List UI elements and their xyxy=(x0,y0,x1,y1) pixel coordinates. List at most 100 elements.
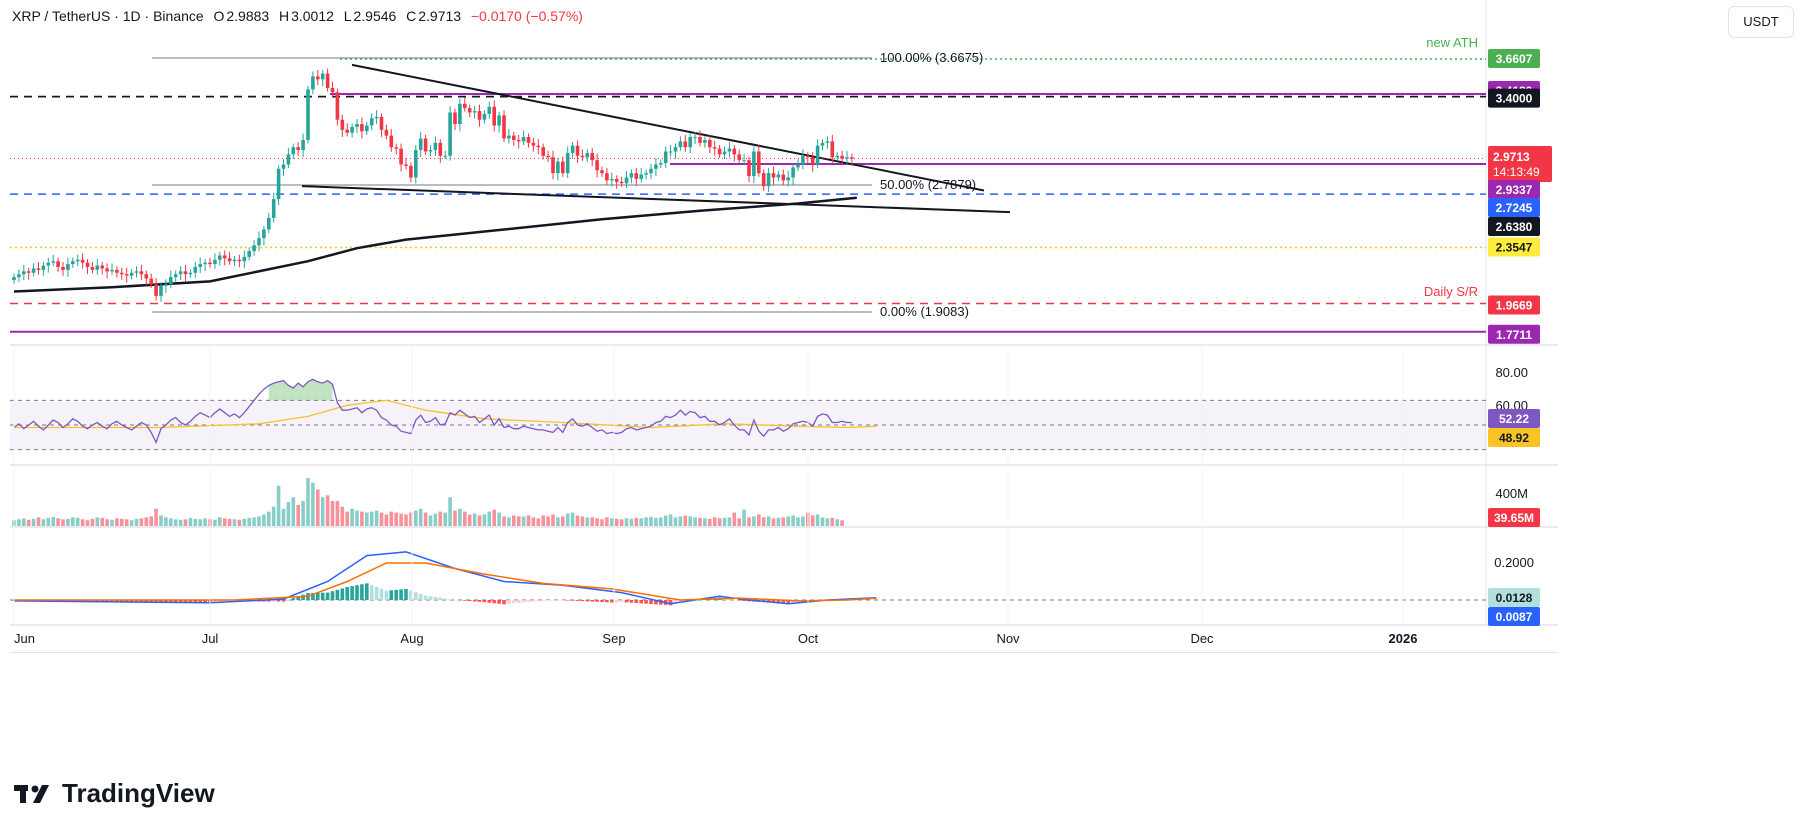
tradingview-wordmark: TradingView xyxy=(62,778,215,808)
candle-body xyxy=(232,259,237,262)
volume-bar xyxy=(521,516,526,526)
macd-histogram-bar xyxy=(467,600,472,602)
volume-bar xyxy=(703,518,707,526)
macd-histogram-bar xyxy=(668,600,673,606)
volume-bar xyxy=(487,511,492,526)
candle-body xyxy=(521,137,526,142)
volume-bar xyxy=(61,519,65,526)
candle-body xyxy=(311,76,315,90)
macd-histogram-bar xyxy=(507,600,511,604)
rsi-line xyxy=(13,378,852,444)
price-tag-2724: 2.7245 xyxy=(1496,201,1533,215)
macd-histogram-bar xyxy=(678,600,683,603)
candle-body xyxy=(634,173,639,179)
volume-bar xyxy=(556,517,560,526)
macd-histogram-bar xyxy=(389,590,394,600)
macd-histogram-bar xyxy=(291,598,296,600)
macd-histogram-bar xyxy=(360,584,364,600)
candle-body xyxy=(472,111,477,113)
candle-body xyxy=(463,103,467,109)
macd-histogram-bar xyxy=(276,600,281,602)
volume-bar xyxy=(164,517,168,526)
volume-bar xyxy=(761,517,766,526)
candle-body xyxy=(316,76,320,80)
volume-bar xyxy=(482,514,487,526)
volume-bar xyxy=(698,517,702,526)
candle-body xyxy=(345,129,349,133)
macd-histogram-bar xyxy=(737,600,741,601)
price-tag-2354: 2.3547 xyxy=(1496,241,1533,255)
chart-canvas[interactable]: 100.00% (3.6675) 50.00% (2.7879) 0.00% (1.… xyxy=(0,0,1814,760)
macd-histogram-bar xyxy=(614,600,619,603)
candle-body xyxy=(605,173,609,181)
volume-bar xyxy=(389,511,394,526)
candle-body xyxy=(105,268,109,272)
last-price-tag-bg xyxy=(1488,146,1552,182)
volume-bar xyxy=(840,520,844,526)
candle-body xyxy=(355,124,359,127)
volume-tick-400m: 400M xyxy=(1495,486,1528,501)
close-value: 2.9713 xyxy=(418,8,462,24)
macd-line xyxy=(13,551,877,605)
macd-histogram-bar xyxy=(355,585,359,600)
candle-body xyxy=(825,141,830,143)
candle-body xyxy=(693,137,697,139)
symbol-title[interactable]: XRP / TetherUS · 1D · Binance xyxy=(12,8,204,24)
volume-bar xyxy=(541,515,545,526)
price-tag-1771-bg xyxy=(1488,324,1540,344)
candle-body xyxy=(173,274,178,278)
candle-body xyxy=(178,271,183,275)
candle-body xyxy=(36,268,41,270)
volume-bar xyxy=(742,509,746,526)
macd-histogram-bar xyxy=(409,590,413,600)
candle-body xyxy=(17,274,21,278)
candle-body xyxy=(46,262,51,266)
candle-body xyxy=(727,148,732,152)
volume-bar xyxy=(374,510,379,526)
volume-bar xyxy=(173,519,178,526)
candle-body xyxy=(120,272,124,275)
volume-bar xyxy=(737,518,741,526)
time-tick-Jul: Jul xyxy=(202,631,219,646)
macd-value-tag: 0.0128 xyxy=(1496,591,1533,605)
candle-body xyxy=(644,173,648,175)
tradingview-logo[interactable]: TradingView xyxy=(14,778,215,809)
volume-bar xyxy=(727,517,732,526)
candle-body xyxy=(536,145,541,148)
currency-button[interactable]: USDT xyxy=(1728,6,1794,38)
candle-body xyxy=(570,145,575,153)
candle-body xyxy=(835,155,839,158)
volume-value-tag-bg xyxy=(1488,508,1540,527)
candle-body xyxy=(95,265,100,270)
volume-bar xyxy=(448,497,452,526)
macd-value-tag-bg xyxy=(1488,588,1540,607)
volume-bar xyxy=(350,508,354,526)
macd-histogram-bar xyxy=(384,590,389,600)
last-price-tag: 2.9713 xyxy=(1493,150,1530,164)
volume-bar xyxy=(169,518,173,526)
candle-body xyxy=(267,217,271,230)
macd-histogram-bar xyxy=(659,600,663,605)
macd-histogram-bar xyxy=(482,600,487,603)
volume-bar xyxy=(512,515,516,526)
candle-body xyxy=(806,155,810,158)
candle-body xyxy=(281,164,286,169)
candle-body xyxy=(796,164,800,168)
macd-histogram-bar xyxy=(786,600,790,604)
macd-histogram-bar xyxy=(418,593,423,600)
volume-bar xyxy=(193,518,198,526)
volume-bar xyxy=(409,512,413,526)
volume-bar xyxy=(188,517,193,526)
candle-body xyxy=(139,271,144,275)
volume-bar xyxy=(129,520,134,526)
macd-histogram-bar xyxy=(580,600,585,602)
candle-body xyxy=(71,261,75,265)
candle-body xyxy=(340,119,345,130)
candle-body xyxy=(717,148,722,155)
volume-bar xyxy=(668,514,673,526)
candle-body xyxy=(575,145,580,156)
price-tag-sma-bg xyxy=(1488,217,1540,236)
macd-histogram-bar xyxy=(561,600,565,601)
volume-bar xyxy=(75,517,80,526)
